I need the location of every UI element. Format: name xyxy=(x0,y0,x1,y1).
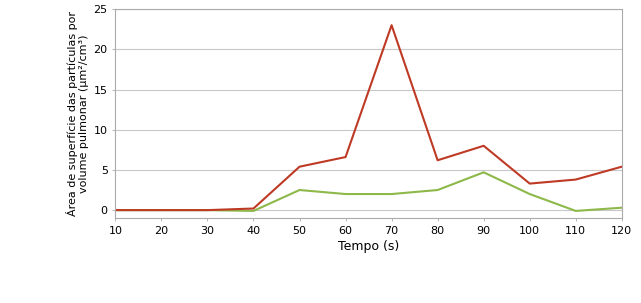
Zona respiratória do operador xyxy=(204,208,212,212)
Envolvente xyxy=(249,209,257,213)
Envolvente xyxy=(480,171,488,174)
Zona respiratória do operador xyxy=(388,23,395,27)
Zona respiratória do operador xyxy=(526,182,533,185)
Envolvente xyxy=(204,208,212,212)
Envolvente xyxy=(388,192,395,196)
Zona respiratória do operador xyxy=(296,165,303,168)
Line: Envolvente: Envolvente xyxy=(115,172,622,211)
Zona respiratória do operador xyxy=(158,208,165,212)
X-axis label: Tempo (s): Tempo (s) xyxy=(338,240,399,253)
Envolvente xyxy=(618,206,626,210)
Envolvente xyxy=(572,209,579,213)
Zona respiratória do operador xyxy=(249,207,257,210)
Zona respiratória do operador xyxy=(112,208,119,212)
Envolvente xyxy=(434,188,442,192)
Zona respiratória do operador xyxy=(572,178,579,181)
Zona respiratória do operador xyxy=(342,155,349,159)
Envolvente xyxy=(296,188,303,192)
Y-axis label: Área de superfície das partículas por
volume pulmonar (μm²/cm³): Área de superfície das partículas por vo… xyxy=(66,11,90,216)
Envolvente xyxy=(342,192,349,196)
Line: Zona respiratória do operador: Zona respiratória do operador xyxy=(115,25,622,210)
Zona respiratória do operador xyxy=(434,158,442,162)
Zona respiratória do operador xyxy=(618,165,626,168)
Envolvente xyxy=(112,208,119,212)
Zona respiratória do operador xyxy=(480,144,488,148)
Envolvente xyxy=(158,208,165,212)
Envolvente xyxy=(526,192,533,196)
